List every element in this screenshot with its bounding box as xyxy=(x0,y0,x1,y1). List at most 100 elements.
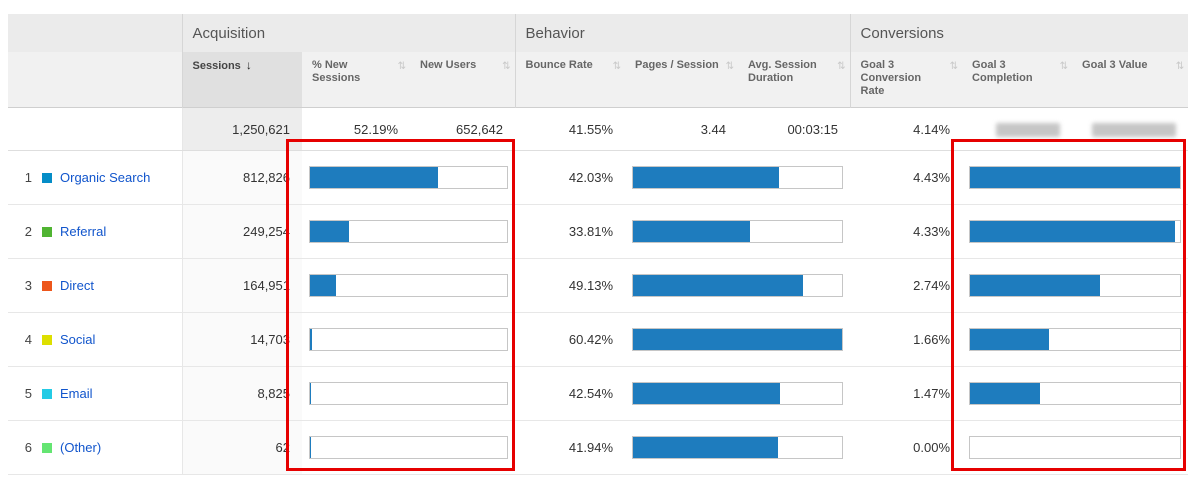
bar-track xyxy=(632,220,844,243)
pct-new-sessions-bar-cell xyxy=(302,420,516,475)
total-pct-new-sessions: 52.19% xyxy=(302,107,410,151)
bar-track xyxy=(969,382,1182,405)
channel-link[interactable]: Organic Search xyxy=(60,170,151,185)
bar-track xyxy=(309,166,509,189)
bar-fill xyxy=(633,383,781,404)
sessions-value: 812,826 xyxy=(182,150,302,205)
total-avg-session-duration: 00:03:15 xyxy=(738,107,851,151)
bar-fill xyxy=(310,383,312,404)
pct-new-sessions-bar-cell xyxy=(302,312,516,367)
total-sessions: 1,250,621 xyxy=(182,107,302,151)
row-number: 5 xyxy=(24,386,32,401)
bar-track xyxy=(309,436,509,459)
bar-fill xyxy=(970,221,1176,242)
bar-fill xyxy=(310,275,336,296)
header-corner xyxy=(8,52,182,108)
bar-track xyxy=(309,328,509,351)
total-goal-conversion-rate: 4.14% xyxy=(850,107,963,151)
bar-track xyxy=(309,274,509,297)
channel-color-swatch xyxy=(42,388,52,399)
channel-link[interactable]: (Other) xyxy=(60,440,102,455)
column-header-row: Sessions ↓ % New Sessions ⇅ New Users ⇅ Bou… xyxy=(8,52,1189,108)
channel-color-swatch xyxy=(42,172,52,183)
pct-new-sessions-bar-cell xyxy=(302,366,516,421)
column-header-new-users[interactable]: New Users ⇅ xyxy=(410,52,516,108)
channels-table: Acquisition Behavior Conversions Session… xyxy=(8,14,1189,475)
group-header-behavior: Behavior xyxy=(514,14,851,52)
bar-fill xyxy=(310,329,313,350)
channel-color-swatch xyxy=(42,226,52,237)
goal-completion-bar-cell xyxy=(962,258,1189,313)
channel-color-swatch xyxy=(42,334,52,345)
column-label: Pages / Session xyxy=(635,59,719,71)
totals-row: 1,250,621 52.19% 652,642 41.55% 3.44 00:… xyxy=(8,107,1189,151)
bounce-rate-value: 33.81% xyxy=(515,204,626,259)
column-header-goal-conversion-rate[interactable]: Goal 3 Conversion Rate ⇅ xyxy=(849,52,963,108)
sessions-value: 164,951 xyxy=(182,258,302,313)
bar-fill xyxy=(633,221,751,242)
column-header-pages-per-session[interactable]: Pages / Session ⇅ xyxy=(625,52,739,108)
column-header-avg-session-duration[interactable]: Avg. Session Duration ⇅ xyxy=(738,52,851,108)
table-row: 2 Referral 249,254 33.81% 4.33% xyxy=(8,204,1189,259)
sort-icon: ⇅ xyxy=(612,61,622,72)
bar-track xyxy=(632,328,844,351)
metric-group-header-row: Acquisition Behavior Conversions xyxy=(8,14,1189,52)
bar-track xyxy=(969,166,1182,189)
column-label: Goal 3 Value xyxy=(1082,59,1148,71)
bounce-rate-bar-cell xyxy=(625,204,851,259)
bar-fill xyxy=(633,275,803,296)
bar-track xyxy=(309,220,509,243)
bounce-rate-value: 41.94% xyxy=(515,420,626,475)
bar-fill xyxy=(970,167,1181,188)
total-goal-value xyxy=(1072,107,1189,151)
bar-fill xyxy=(310,167,439,188)
bar-track xyxy=(632,382,844,405)
column-label: Goal 3 Completion xyxy=(972,59,1033,84)
sort-icon: ⇅ xyxy=(1059,61,1069,72)
column-header-bounce-rate[interactable]: Bounce Rate ⇅ xyxy=(514,52,626,108)
bounce-rate-value: 42.03% xyxy=(515,150,626,205)
goal-conversion-rate-value: 1.47% xyxy=(850,366,963,421)
bar-track xyxy=(632,436,844,459)
column-header-pct-new-sessions[interactable]: % New Sessions ⇅ xyxy=(302,52,410,108)
column-label: Bounce Rate xyxy=(525,59,593,71)
bar-track xyxy=(632,274,844,297)
sessions-value: 62 xyxy=(182,420,302,475)
sort-icon: ⇅ xyxy=(725,61,735,72)
sort-icon: ⇅ xyxy=(397,61,406,72)
bar-fill xyxy=(633,437,779,458)
pct-new-sessions-bar-cell xyxy=(302,258,516,313)
table-row: 4 Social 14,703 60.42% 1.66% xyxy=(8,312,1189,367)
total-pages-per-session: 3.44 xyxy=(625,107,739,151)
bar-fill xyxy=(310,437,311,458)
table-row: 6 (Other) 62 41.94% 0.00% xyxy=(8,420,1189,475)
group-header-conversions: Conversions xyxy=(849,14,1189,52)
header-corner xyxy=(8,14,182,52)
bar-track xyxy=(969,328,1182,351)
table-row: 3 Direct 164,951 49.13% 2.74% xyxy=(8,258,1189,313)
row-number: 4 xyxy=(24,332,32,347)
bar-fill xyxy=(970,383,1040,404)
table-row: 5 Email 8,825 42.54% 1.47% xyxy=(8,366,1189,421)
channel-link[interactable]: Referral xyxy=(60,224,107,239)
total-new-users: 652,642 xyxy=(410,107,516,151)
bounce-rate-value: 60.42% xyxy=(515,312,626,367)
goal-conversion-rate-value: 1.66% xyxy=(850,312,963,367)
column-header-sessions[interactable]: Sessions ↓ xyxy=(181,52,302,108)
bar-fill xyxy=(633,167,779,188)
bounce-rate-bar-cell xyxy=(625,150,851,205)
goal-completion-bar-cell xyxy=(962,420,1189,475)
bar-fill xyxy=(310,221,350,242)
column-header-goal-value[interactable]: Goal 3 Value ⇅ xyxy=(1072,52,1189,108)
bar-fill xyxy=(970,329,1049,350)
bar-fill xyxy=(633,329,843,350)
bar-track xyxy=(632,166,844,189)
column-header-goal-completion[interactable]: Goal 3 Completion ⇅ xyxy=(962,52,1073,108)
sort-icon: ⇅ xyxy=(837,61,846,72)
channel-link[interactable]: Social xyxy=(60,332,96,347)
channel-color-swatch xyxy=(42,280,52,291)
row-number: 1 xyxy=(24,170,32,185)
channel-link[interactable]: Email xyxy=(60,386,93,401)
channel-link[interactable]: Direct xyxy=(60,278,94,293)
